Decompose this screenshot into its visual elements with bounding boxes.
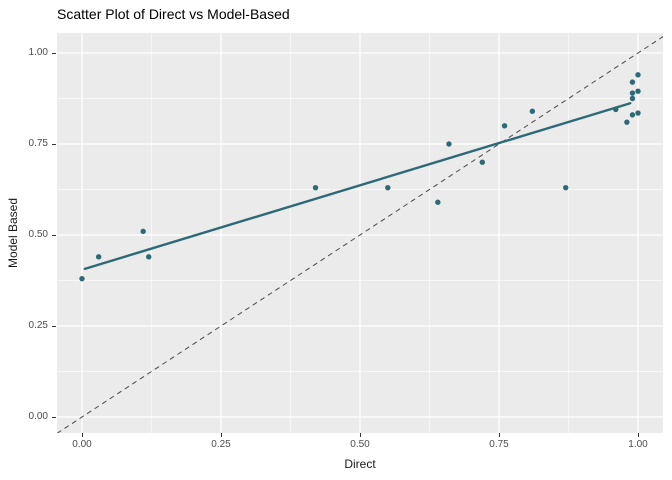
plot-canvas — [57, 33, 663, 433]
identity-line — [57, 36, 663, 433]
x-tick-label: 0.50 — [350, 439, 370, 450]
scatter-point — [629, 90, 636, 96]
y-tick-mark — [52, 234, 56, 236]
x-tick-label: 1.00 — [628, 439, 648, 450]
scatter-point — [563, 184, 569, 191]
y-tick-label: 1.00 — [28, 47, 48, 58]
regression-line — [83, 102, 632, 271]
x-tick-mark — [81, 433, 83, 437]
scatter-point — [635, 110, 641, 116]
scatter-point — [624, 119, 630, 125]
y-tick-mark — [52, 416, 56, 418]
scatter-point — [501, 123, 508, 129]
scatter-point — [629, 79, 636, 85]
scatter-point — [446, 141, 452, 147]
y-tick-mark — [52, 52, 56, 54]
scatter-point — [613, 106, 619, 113]
plot-panel — [57, 33, 663, 433]
scatter-point — [479, 159, 486, 165]
chart-title: Scatter Plot of Direct vs Model-Based — [57, 6, 290, 22]
scatter-point — [629, 112, 636, 118]
scatter-point — [635, 72, 641, 78]
y-tick-label: 0.75 — [28, 138, 48, 149]
x-tick-label: 0.00 — [72, 439, 92, 450]
scatter-point — [312, 184, 319, 191]
scatter-point — [95, 254, 102, 260]
scatter-point — [435, 199, 441, 205]
scatter-point — [146, 254, 152, 260]
x-tick-mark — [637, 433, 639, 437]
x-tick-mark — [220, 433, 222, 437]
y-tick-mark — [52, 325, 56, 327]
scatter-point — [385, 184, 391, 191]
x-axis-title: Direct — [344, 457, 376, 471]
scatter-point — [140, 228, 146, 235]
y-axis-title: Model Based — [6, 197, 20, 269]
x-tick-label: 0.25 — [211, 439, 231, 450]
x-tick-label: 0.75 — [489, 439, 509, 450]
scatter-point — [629, 95, 636, 102]
y-tick-mark — [52, 143, 56, 145]
scatter-point — [529, 108, 536, 114]
y-tick-label: 0.00 — [28, 411, 48, 422]
scatter-point — [635, 88, 641, 94]
y-tick-label: 0.50 — [28, 229, 48, 240]
y-tick-label: 0.25 — [28, 320, 48, 331]
x-tick-mark — [498, 433, 500, 437]
scatter-point — [79, 275, 85, 282]
x-tick-mark — [359, 433, 361, 437]
